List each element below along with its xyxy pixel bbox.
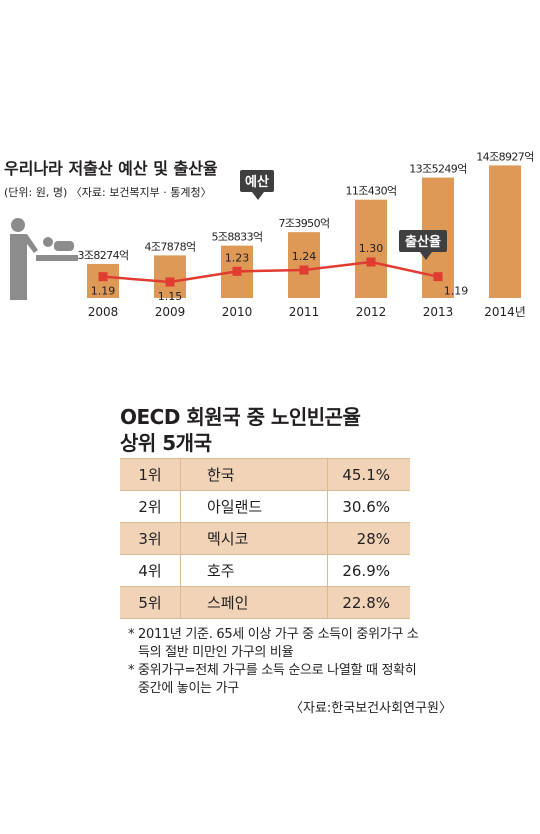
rank-cell: 3위 — [120, 522, 181, 555]
birthrate-point — [433, 272, 443, 282]
year-tick-label: 2010 — [222, 305, 253, 319]
year-tick-label: 2011 — [289, 305, 320, 319]
country-cell: 스페인 — [180, 586, 328, 619]
budget-value-label: 7조3950억 — [278, 217, 329, 230]
rate-cell: 22.8% — [327, 586, 410, 619]
budget-value-label: 14조8927억 — [476, 150, 533, 163]
rate-cell: 30.6% — [327, 490, 410, 523]
table-title-line1: OECD 회원국 중 노인빈곤율 — [120, 405, 361, 429]
budget-value-label: 5조8833억 — [211, 231, 262, 244]
table-title-line2: 상위 5개국 — [120, 431, 212, 455]
poverty-rate-table: 1위 한국 45.1% 2위 아일랜드 30.6% 3위 멕시코 28% 4위 호주 26.9% 5위 스… — [120, 458, 410, 619]
changing-table-icon — [36, 255, 78, 261]
birthrate-line — [102, 260, 439, 284]
parent-icon — [11, 218, 25, 232]
rate-cell: 45.1% — [327, 458, 410, 491]
birthrate-callout-pointer — [420, 252, 432, 260]
rank-cell: 2위 — [120, 490, 181, 523]
birthrate-series-label: 출산율 — [405, 234, 441, 250]
birthrate-value-label: 1.19 — [91, 285, 116, 298]
year-tick-label: 2014년 — [484, 305, 526, 319]
year-tick-label: 2009 — [155, 305, 186, 319]
birthrate-value-label: 1.19 — [444, 285, 469, 298]
budget-bar — [154, 255, 186, 298]
birthrate-value-label: 1.30 — [359, 242, 384, 255]
footnotes: * 2011년 기준. 65세 이상 가구 중 소득이 중위가구 소득의 절반 … — [128, 626, 428, 698]
budget-bar — [288, 232, 320, 298]
chart-subtitle: (단위: 원, 명) 〈자료: 보건복지부 · 통계청〉 — [4, 186, 212, 199]
birthrate-value-label: 1.24 — [292, 250, 317, 263]
table-row: 4위 호주 26.9% — [120, 554, 410, 587]
budget-value-label: 3조8274억 — [77, 249, 128, 262]
chart-title: 우리나라 저출산 예산 및 출산율 — [4, 159, 218, 178]
footnote-1-text: 2011년 기준. 65세 이상 가구 중 소득이 중위가구 소득의 절반 미만… — [138, 627, 419, 660]
budget-birthrate-chart: 우리나라 저출산 예산 및 출산율 (단위: 원, 명) 〈자료: 보건복지부 ·… — [4, 150, 534, 319]
parent-body-icon — [10, 234, 38, 300]
rate-cell: 28% — [327, 522, 410, 555]
footnote-marker: * — [128, 663, 135, 678]
footnote-2: * 중위가구=전체 가구를 소득 순으로 나열할 때 정확히 중간에 놓이는 가… — [128, 662, 428, 698]
table-row: 1위 한국 45.1% — [120, 458, 410, 491]
budget-callout-box — [240, 170, 274, 192]
budget-value-label: 13조5249억 — [409, 163, 466, 176]
birthrate-point — [299, 265, 309, 275]
rank-cell: 1위 — [120, 458, 181, 491]
birthrate-point — [98, 272, 108, 282]
budget-series-label: 예산 — [245, 174, 269, 190]
country-cell: 멕시코 — [180, 522, 328, 555]
budget-value-label: 4조7878억 — [144, 240, 195, 253]
table-row: 5위 스페인 22.8% — [120, 586, 410, 619]
rate-cell: 26.9% — [327, 554, 410, 587]
budget-callout-pointer — [252, 192, 264, 200]
table-row: 2위 아일랜드 30.6% — [120, 490, 410, 523]
rank-cell: 5위 — [120, 586, 181, 619]
birthrate-point — [366, 257, 376, 267]
birthrate-value-label: 1.23 — [225, 251, 250, 264]
country-cell: 한국 — [180, 458, 328, 491]
birthrate-callout-box — [399, 230, 447, 252]
rank-cell: 4위 — [120, 554, 181, 587]
table-source: 〈자료:한국보건사회연구원〉 — [290, 701, 452, 716]
budget-value-label: 11조430억 — [345, 185, 396, 198]
country-cell: 호주 — [180, 554, 328, 587]
table-row: 3위 멕시코 28% — [120, 522, 410, 555]
country-cell: 아일랜드 — [180, 490, 328, 523]
birthrate-value-label: 1.15 — [158, 290, 183, 303]
baby-icon — [43, 237, 53, 247]
baby-body-icon — [54, 241, 74, 251]
footnote-2-text: 중위가구=전체 가구를 소득 순으로 나열할 때 정확히 중간에 놓이는 가구 — [138, 663, 417, 696]
birthrate-point — [232, 266, 242, 276]
footnote-marker: * — [128, 627, 135, 642]
footnote-1: * 2011년 기준. 65세 이상 가구 중 소득이 중위가구 소득의 절반 … — [128, 626, 428, 662]
year-tick-label: 2012 — [356, 305, 387, 319]
year-tick-label: 2013 — [423, 305, 454, 319]
birthrate-point — [165, 277, 175, 287]
budget-bar — [489, 165, 521, 298]
year-tick-label: 2008 — [88, 305, 119, 319]
budget-bar — [355, 199, 387, 298]
